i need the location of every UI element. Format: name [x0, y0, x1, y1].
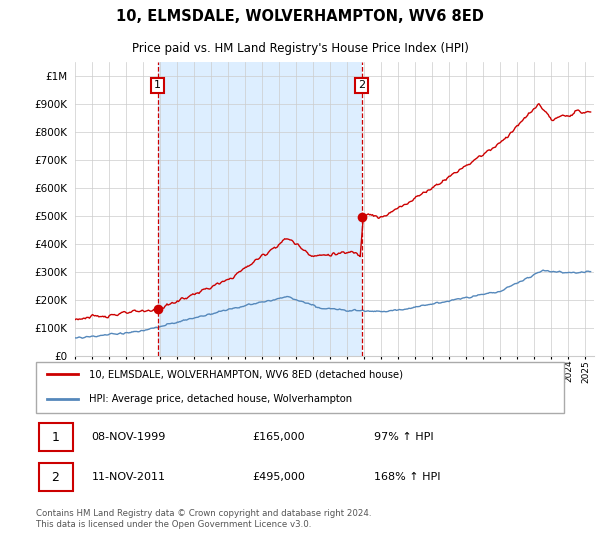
Text: 1: 1: [52, 431, 59, 444]
Text: 10, ELMSDALE, WOLVERHAMPTON, WV6 8ED (detached house): 10, ELMSDALE, WOLVERHAMPTON, WV6 8ED (de…: [89, 369, 403, 379]
Text: 10, ELMSDALE, WOLVERHAMPTON, WV6 8ED: 10, ELMSDALE, WOLVERHAMPTON, WV6 8ED: [116, 9, 484, 24]
Text: 1: 1: [154, 81, 161, 90]
Text: 08-NOV-1999: 08-NOV-1999: [91, 432, 166, 442]
Text: 168% ↑ HPI: 168% ↑ HPI: [374, 472, 440, 482]
Bar: [158, 62, 362, 356]
Text: Price paid vs. HM Land Registry's House Price Index (HPI): Price paid vs. HM Land Registry's House …: [131, 43, 469, 55]
Text: 97% ↑ HPI: 97% ↑ HPI: [374, 432, 434, 442]
Text: 11-NOV-2011: 11-NOV-2011: [91, 472, 166, 482]
FancyBboxPatch shape: [36, 362, 564, 413]
FancyBboxPatch shape: [38, 463, 73, 491]
Text: Contains HM Land Registry data © Crown copyright and database right 2024.
This d: Contains HM Land Registry data © Crown c…: [36, 510, 371, 529]
Text: 2: 2: [52, 470, 59, 484]
Text: £165,000: £165,000: [253, 432, 305, 442]
Text: 2: 2: [358, 81, 365, 90]
Text: HPI: Average price, detached house, Wolverhampton: HPI: Average price, detached house, Wolv…: [89, 394, 352, 404]
FancyBboxPatch shape: [38, 423, 73, 451]
Text: £495,000: £495,000: [253, 472, 305, 482]
